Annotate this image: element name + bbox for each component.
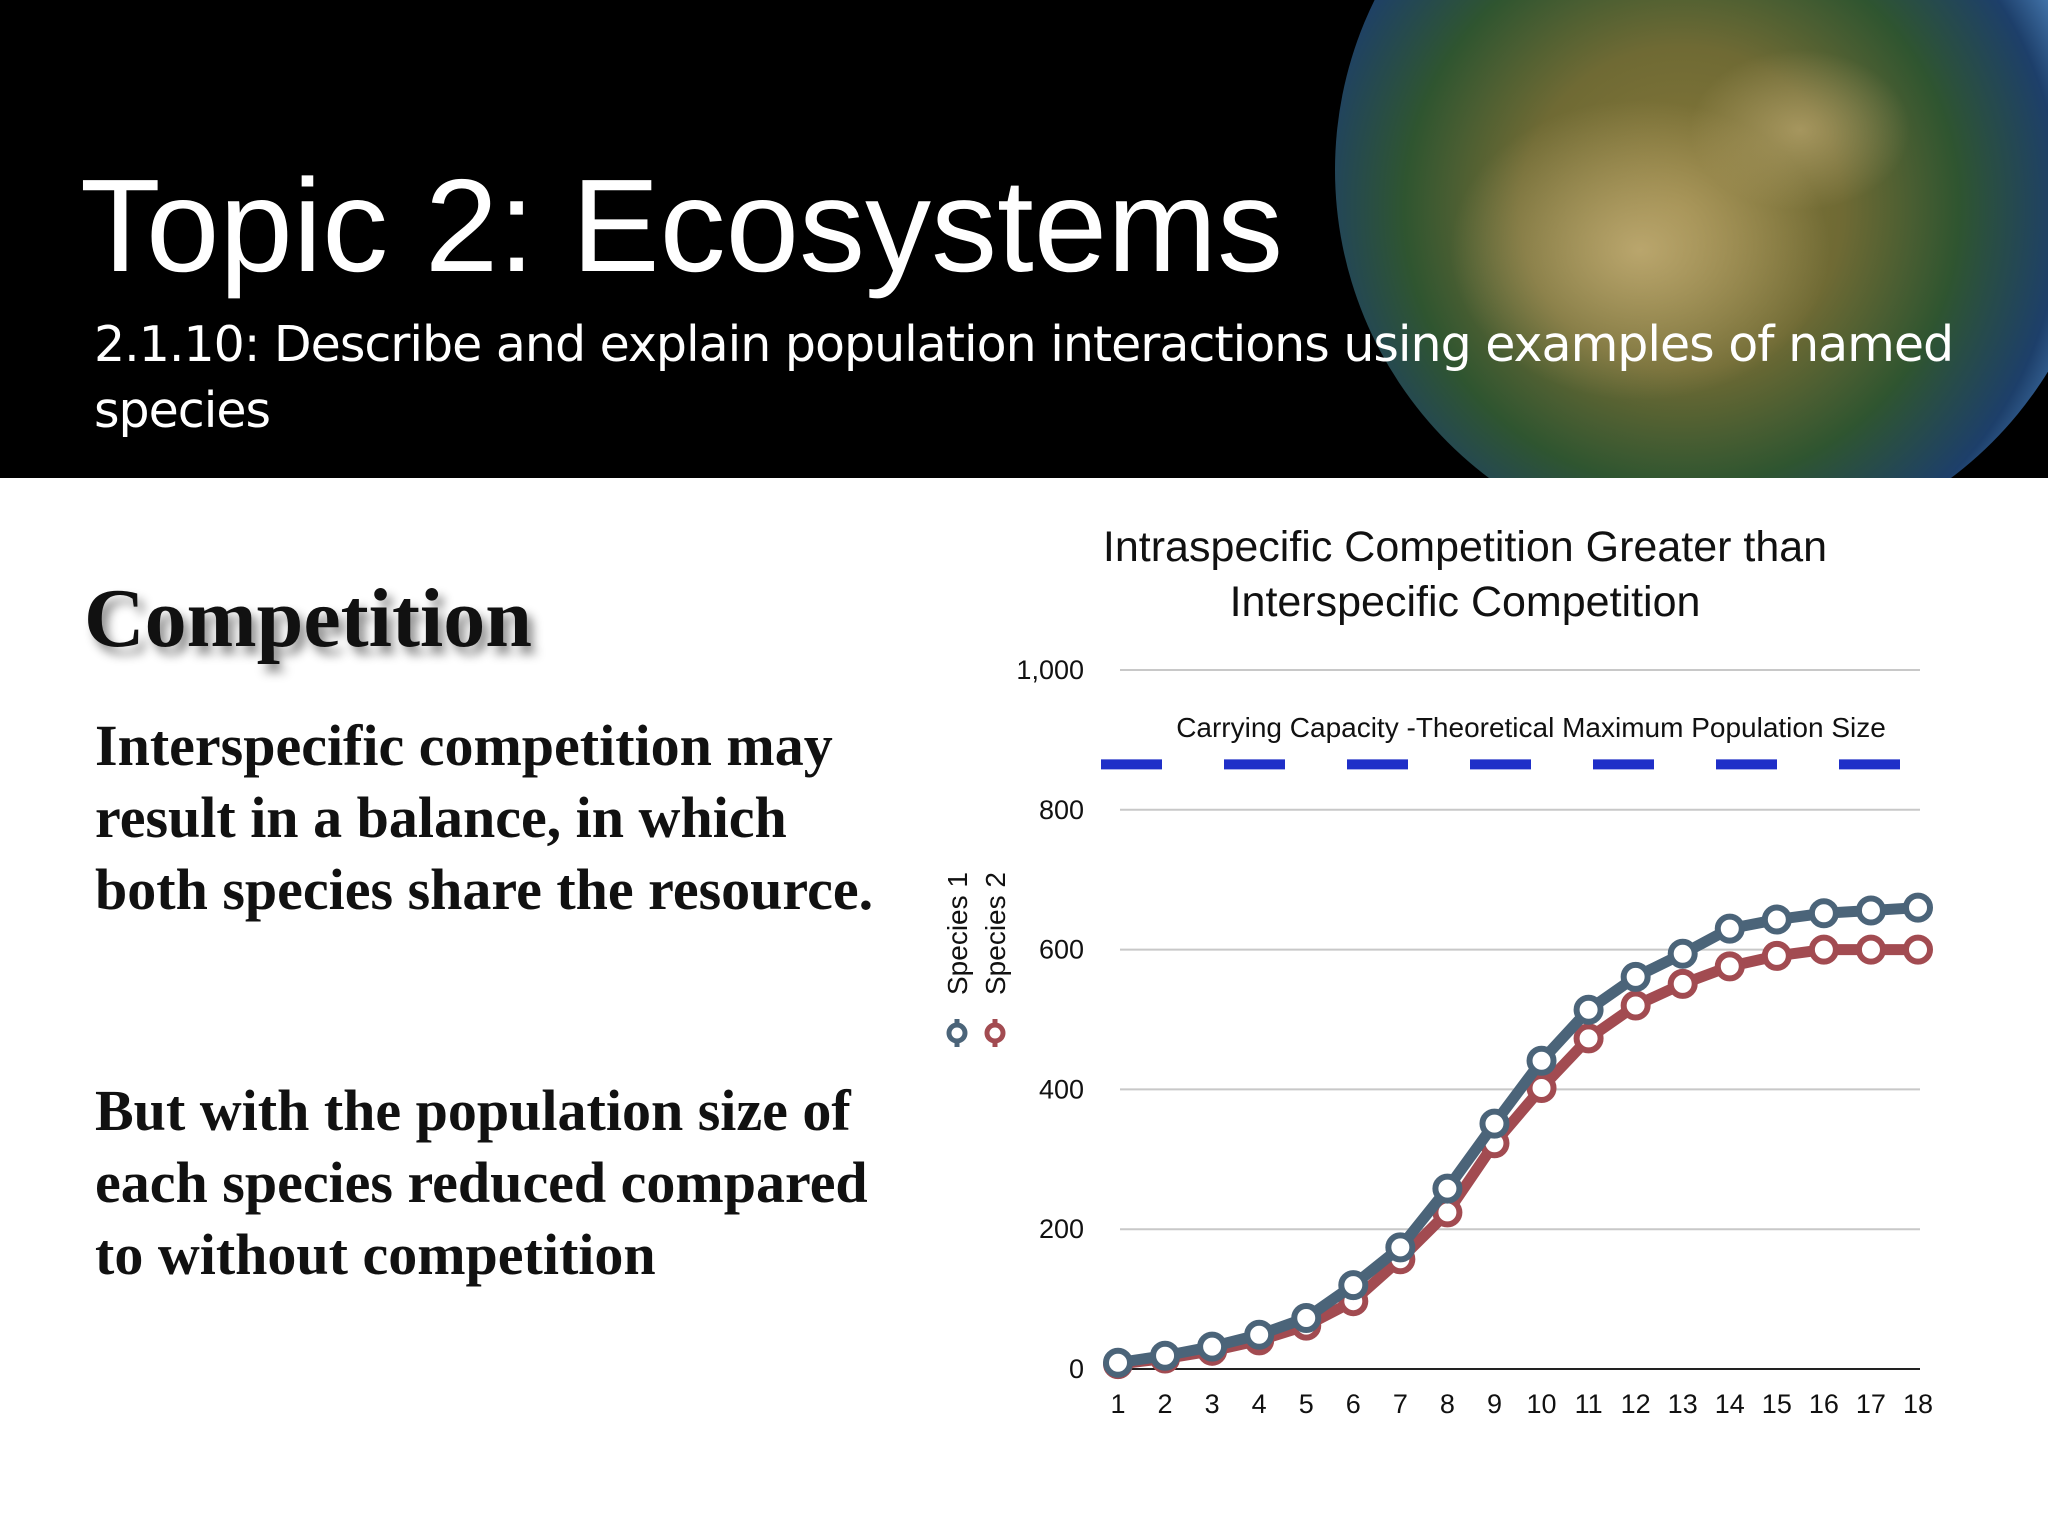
data-point	[1855, 934, 1886, 965]
legend-label: Species 1	[942, 872, 973, 995]
y-tick-label: 600	[1039, 935, 1084, 965]
x-tick-label: 9	[1487, 1389, 1502, 1419]
y-tick-label: 400	[1039, 1074, 1084, 1104]
data-point	[1103, 1347, 1133, 1378]
x-tick-label: 12	[1621, 1389, 1651, 1419]
x-tick-label: 17	[1856, 1389, 1886, 1419]
data-point	[1338, 1270, 1369, 1301]
data-point	[1761, 904, 1792, 935]
data-point	[1150, 1340, 1181, 1371]
x-tick-label: 5	[1299, 1389, 1314, 1419]
x-tick-label: 14	[1715, 1389, 1745, 1419]
annotation: Carrying Capacity -Theoretical Maximum P…	[1176, 712, 1886, 743]
data-point	[1620, 990, 1651, 1021]
header-band: Topic 2: Ecosystems 2.1.10: Describe and…	[0, 0, 2048, 478]
data-point	[1667, 968, 1698, 999]
x-tick-label: 16	[1809, 1389, 1839, 1419]
data-point	[1620, 961, 1651, 992]
data-point	[1667, 938, 1698, 969]
data-point	[1714, 913, 1745, 944]
data-point	[1714, 951, 1745, 982]
data-point	[1291, 1302, 1322, 1333]
paragraph: But with the population size of each spe…	[95, 1078, 868, 1287]
data-point	[1526, 1045, 1557, 1076]
paragraph: Interspecific competition may result in …	[95, 713, 874, 922]
x-tick-label: 2	[1158, 1389, 1173, 1419]
data-point	[1432, 1173, 1463, 1204]
globe-image	[1335, 0, 2048, 478]
data-point	[1903, 934, 1933, 965]
data-point	[1573, 994, 1604, 1025]
data-point	[1903, 892, 1933, 923]
data-point	[1855, 895, 1886, 926]
data-point	[1808, 934, 1839, 965]
slide-subtitle: 2.1.10: Describe and explain population …	[94, 316, 1954, 439]
series-line	[1117, 902, 1919, 1369]
x-tick-label: 7	[1393, 1389, 1408, 1419]
y-tick-label: 0	[1069, 1354, 1084, 1384]
x-tick-label: 15	[1762, 1389, 1792, 1419]
section-heading: Competition	[84, 572, 532, 665]
x-tick-label: 1	[1110, 1389, 1125, 1419]
x-tick-label: 10	[1527, 1389, 1557, 1419]
data-point	[1808, 898, 1839, 929]
x-tick-label: 18	[1903, 1389, 1933, 1419]
slide-title: Topic 2: Ecosystems	[80, 152, 1284, 299]
x-tick-label: 6	[1346, 1389, 1361, 1419]
data-point	[1526, 1073, 1557, 1104]
x-tick-label: 4	[1252, 1389, 1267, 1419]
data-point	[1197, 1331, 1228, 1362]
data-point	[1761, 940, 1792, 971]
y-tick-label: 200	[1039, 1214, 1084, 1244]
legend-label: Species 2	[980, 872, 1011, 995]
chart-title: Intraspecific Competition Greater than I…	[1102, 523, 1828, 626]
x-tick-label: 3	[1205, 1389, 1220, 1419]
legend-marker	[946, 1022, 968, 1044]
y-tick-label: 1,000	[1016, 655, 1084, 685]
y-tick-label: 800	[1039, 795, 1084, 825]
data-point	[1244, 1319, 1275, 1350]
series-line	[1117, 944, 1918, 1370]
x-tick-label: 11	[1575, 1389, 1603, 1419]
x-tick-label: 8	[1440, 1389, 1455, 1419]
x-tick-label: 13	[1668, 1389, 1698, 1419]
legend-marker	[984, 1022, 1006, 1044]
data-point	[1385, 1232, 1416, 1263]
data-point	[1479, 1108, 1510, 1139]
data-point	[1573, 1023, 1604, 1054]
